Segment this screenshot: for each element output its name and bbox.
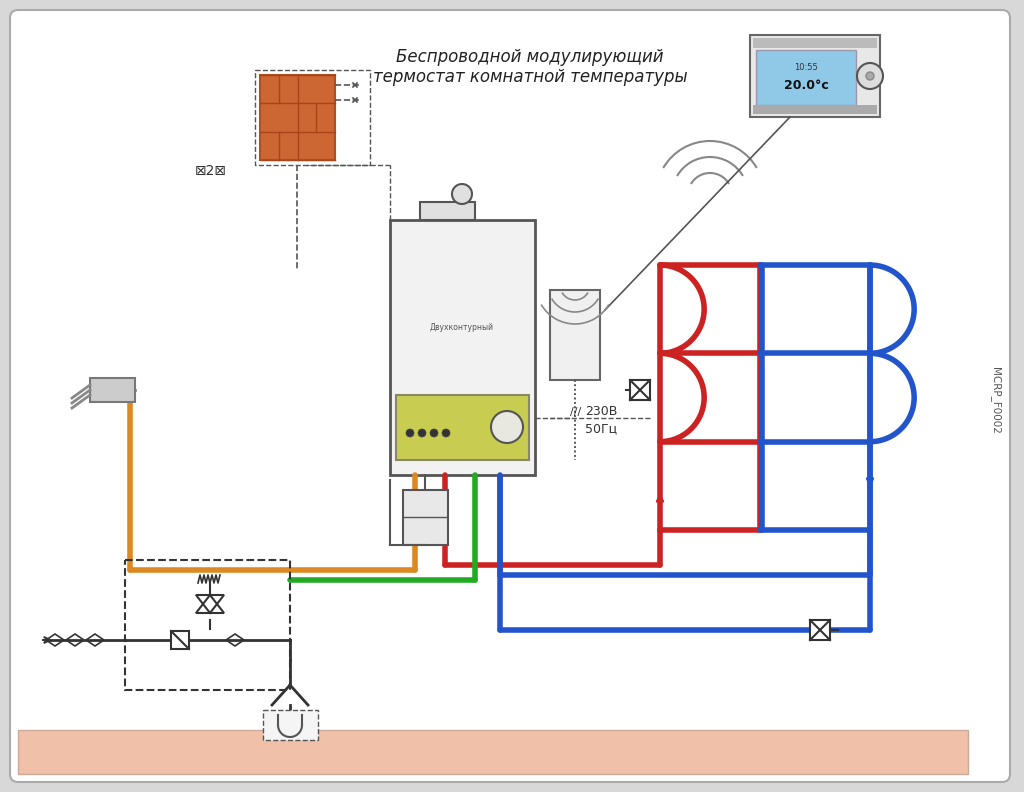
Bar [396,395,529,460]
Text: Двухконтурный: Двухконтурный [430,322,494,332]
Circle shape [452,184,472,204]
Text: термостат комнатной температуры: термостат комнатной температуры [373,68,687,86]
Bar [630,380,650,400]
Circle shape [490,411,523,443]
Bar [171,631,189,649]
Text: MCRP_F0002: MCRP_F0002 [989,367,1000,433]
Circle shape [857,63,883,89]
Text: 20.0°c: 20.0°c [783,78,828,92]
Bar [18,730,968,774]
Circle shape [430,429,438,437]
Bar [260,75,335,160]
Bar [420,202,475,220]
Bar [753,38,877,48]
Text: ⊠2⊠: ⊠2⊠ [195,164,227,178]
Circle shape [418,429,426,437]
Circle shape [406,429,414,437]
Text: Беспроводной модулирующий: Беспроводной модулирующий [396,48,664,66]
Circle shape [866,72,874,80]
Text: ///: /// [570,407,582,417]
Bar [403,490,449,545]
Bar [263,710,318,740]
FancyBboxPatch shape [10,10,1010,782]
Text: 50Гц: 50Гц [585,422,617,435]
Text: 10:55: 10:55 [795,63,818,71]
Bar [90,378,135,402]
Bar [810,620,830,640]
Bar [750,35,880,117]
Text: 230В: 230В [585,405,617,418]
Bar [756,50,856,105]
Bar [550,290,600,380]
Circle shape [442,429,450,437]
Bar [753,105,877,114]
Bar [125,560,290,690]
Bar [390,220,535,475]
